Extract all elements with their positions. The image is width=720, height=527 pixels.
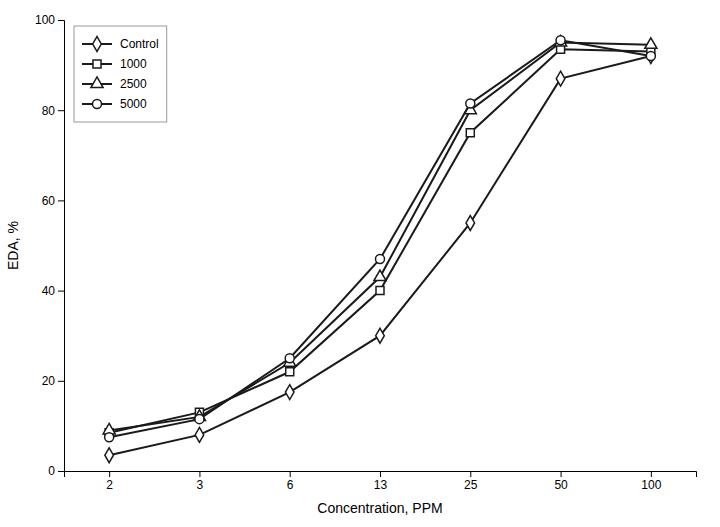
series <box>105 49 655 463</box>
x-tick-mark <box>380 471 381 477</box>
y-tick: 100 <box>35 13 64 27</box>
legend-label: 2500 <box>120 77 147 91</box>
x-tick-label: 25 <box>464 478 478 492</box>
point <box>556 71 565 86</box>
y-tick: 80 <box>42 104 64 118</box>
y-axis: 0 20 40 60 80 100 <box>35 13 65 478</box>
y-tick: 0 <box>48 464 64 478</box>
series <box>105 36 656 442</box>
x-tick-label: 6 <box>287 478 294 492</box>
x-axis-title: Concentration, PPM <box>317 500 442 516</box>
legend-swatch-marker <box>93 37 102 52</box>
series-line <box>109 43 651 431</box>
y-tick-mark <box>58 381 64 382</box>
x-tick-label: 2 <box>106 478 113 492</box>
y-tick-label: 60 <box>42 194 56 208</box>
x-tick-mark <box>651 471 652 477</box>
y-tick: 40 <box>42 284 64 298</box>
series <box>103 36 657 434</box>
legend: Control 1000 2500 5000 <box>74 26 167 122</box>
x-tick-label: 100 <box>641 478 661 492</box>
point <box>376 328 385 343</box>
point <box>466 129 474 137</box>
x-tick-label: 50 <box>554 478 568 492</box>
chart: 236132550100020406080100Control100025005… <box>0 0 720 527</box>
legend-item: 5000 <box>82 97 147 111</box>
legend-swatch-marker <box>92 99 101 108</box>
x-axis-line <box>65 472 697 478</box>
y-tick-label: 100 <box>35 13 55 27</box>
marks <box>103 36 657 463</box>
x-tick: 25 <box>464 471 478 492</box>
series-line <box>109 56 651 455</box>
point <box>105 448 114 463</box>
x-tick-label: 13 <box>374 478 388 492</box>
legend-swatch-marker <box>93 60 101 68</box>
point <box>374 270 386 281</box>
x-axis: 2 3 6 13 25 50 100 <box>65 471 697 492</box>
legend-swatch-marker <box>91 77 103 88</box>
legend-box <box>74 26 167 122</box>
y-tick-label: 40 <box>42 284 56 298</box>
point <box>466 99 475 108</box>
point <box>466 216 475 231</box>
y-tick-label: 80 <box>42 104 56 118</box>
legend-label: 5000 <box>120 97 147 111</box>
legend-item: 1000 <box>82 57 147 71</box>
y-tick: 20 <box>42 374 64 388</box>
point <box>285 354 294 363</box>
y-tick-label: 20 <box>42 374 56 388</box>
x-tick-mark <box>290 471 291 477</box>
series-line <box>109 49 651 432</box>
legend-item: Control <box>82 37 159 52</box>
x-tick: 50 <box>554 471 568 492</box>
point <box>195 415 204 424</box>
x-tick-mark <box>561 471 562 477</box>
legend-label: Control <box>120 37 159 51</box>
y-tick-mark <box>58 291 64 292</box>
x-tick: 6 <box>287 471 294 492</box>
x-tick: 2 <box>106 471 113 492</box>
x-tick: 100 <box>641 471 661 492</box>
y-tick-mark <box>58 20 64 21</box>
series-line <box>109 40 651 437</box>
point <box>286 368 294 376</box>
y-axis-line <box>58 21 65 472</box>
point <box>646 52 655 61</box>
point <box>375 255 384 264</box>
y-tick-label: 0 <box>48 464 55 478</box>
x-tick-mark <box>470 471 471 477</box>
point <box>195 427 204 442</box>
y-tick-mark <box>58 200 64 201</box>
y-tick-mark <box>58 471 64 472</box>
x-tick: 13 <box>374 471 388 492</box>
x-tick-mark <box>109 471 110 477</box>
point <box>645 38 657 49</box>
point <box>376 287 384 295</box>
x-tick-mark <box>199 471 200 477</box>
y-tick-mark <box>58 110 64 111</box>
y-tick: 60 <box>42 194 64 208</box>
point <box>285 385 294 400</box>
x-tick: 3 <box>197 471 204 492</box>
point <box>105 433 114 442</box>
x-tick-label: 3 <box>197 478 204 492</box>
legend-item: 2500 <box>82 77 147 91</box>
point <box>556 36 565 45</box>
series <box>105 45 655 436</box>
y-axis-title: EDA, % <box>5 221 21 270</box>
plot: 236132550100020406080100Control100025005… <box>35 13 697 491</box>
legend-label: 1000 <box>120 57 147 71</box>
